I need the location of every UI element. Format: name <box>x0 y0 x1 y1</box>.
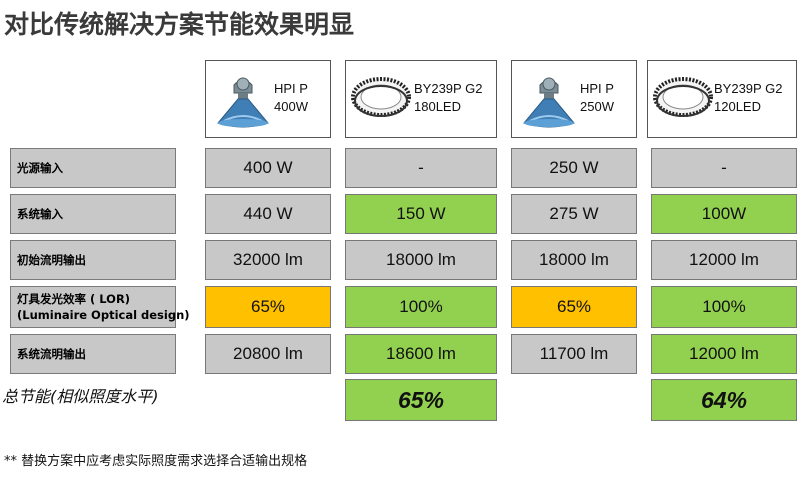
row-label-initial-lumen: 初始流明输出 <box>10 240 176 280</box>
highbay-lamp-icon <box>518 71 580 131</box>
row-label-subtext: (Luminaire Optical design) <box>17 308 190 322</box>
product-name: HPI P <box>580 81 614 96</box>
table-cell: 32000 lm <box>205 240 331 280</box>
row-label-text: 光源输入 <box>17 161 63 175</box>
row-label-lor: 灯具发光效率 ( LOR) (Luminaire Optical design) <box>10 286 190 328</box>
table-cell: 440 W <box>205 194 331 234</box>
table-cell: 18000 lm <box>345 240 497 280</box>
table-cell: 20800 lm <box>205 334 331 374</box>
product-card-hpi-400: HPI P 400W <box>205 60 331 138</box>
product-card-hpi-250: HPI P 250W <box>511 60 637 138</box>
product-spec: 250W <box>580 99 614 114</box>
table-cell: 100% <box>345 286 497 328</box>
total-savings-label: 总节能(相似照度水平) <box>2 387 159 406</box>
table-cell: 250 W <box>511 148 637 188</box>
footnote: ** 替换方案中应考虑实际照度需求选择合适输出规格 <box>4 454 308 469</box>
table-cell: 18000 lm <box>511 240 637 280</box>
table-cell: 12000 lm <box>651 334 797 374</box>
highbay-lamp-icon <box>212 71 274 131</box>
product-spec: 120LED <box>714 99 761 114</box>
product-name: HPI P <box>274 81 308 96</box>
table-cell: 65% <box>511 286 637 328</box>
table-cell: 275 W <box>511 194 637 234</box>
product-name: BY239P G2 <box>714 81 783 96</box>
table-cell: 11700 lm <box>511 334 637 374</box>
table-cell: 18600 lm <box>345 334 497 374</box>
led-ring-fixture-icon <box>652 75 714 135</box>
row-label-light-source-input: 光源输入 <box>10 148 176 188</box>
total-savings-120led: 64% <box>651 379 797 421</box>
product-card-by239p-180: BY239P G2 180LED <box>345 60 497 138</box>
table-cell: 12000 lm <box>651 240 797 280</box>
table-cell: 65% <box>205 286 331 328</box>
table-cell: - <box>345 148 497 188</box>
product-spec: 180LED <box>414 99 461 114</box>
row-label-text: 系统流明输出 <box>17 347 86 361</box>
led-ring-fixture-icon <box>350 75 412 135</box>
table-cell: 100% <box>651 286 797 328</box>
row-label-text: 灯具发光效率 ( LOR) <box>17 292 131 306</box>
row-label-system-lumen: 系统流明输出 <box>10 334 176 374</box>
row-label-text: 系统输入 <box>17 207 63 221</box>
table-cell: - <box>651 148 797 188</box>
table-cell: 100W <box>651 194 797 234</box>
table-cell: 400 W <box>205 148 331 188</box>
product-card-by239p-120: BY239P G2 120LED <box>647 60 797 138</box>
product-spec: 400W <box>274 99 308 114</box>
product-name: BY239P G2 <box>414 81 483 96</box>
row-label-text: 初始流明输出 <box>17 253 86 267</box>
total-savings-180led: 65% <box>345 379 497 421</box>
page-title: 对比传统解决方案节能效果明显 <box>4 10 355 39</box>
row-label-system-input: 系统输入 <box>10 194 176 234</box>
table-cell: 150 W <box>345 194 497 234</box>
